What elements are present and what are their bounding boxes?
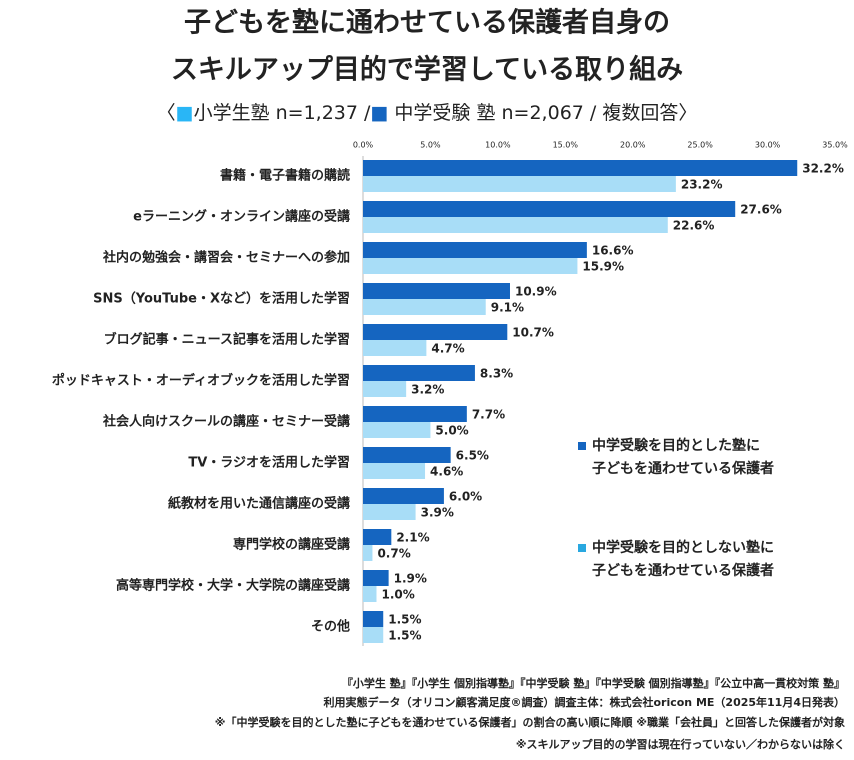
value-label: 6.0%	[449, 490, 482, 504]
x-tick-label: 20.0%	[620, 141, 646, 150]
bar	[363, 627, 384, 643]
value-label: 23.2%	[681, 178, 723, 192]
bar	[363, 422, 431, 438]
category-label: 書籍・電子書籍の購読	[220, 168, 350, 184]
subtitle-part: 中学受験 塾 n=2,067 / 複数回答〉	[388, 102, 697, 124]
bar	[363, 406, 467, 422]
bar	[363, 176, 676, 192]
subtitle: 〈■小学生塾 n=1,237 /■ 中学受験 塾 n=2,067 / 複数回答〉	[157, 102, 698, 124]
value-label: 6.5%	[456, 449, 489, 463]
bar	[363, 201, 736, 217]
subtitle-part: ■	[370, 102, 388, 124]
category-label: ブログ記事・ニュース記事を活用した学習	[104, 332, 350, 348]
value-label: 2.1%	[396, 531, 429, 545]
value-label: 4.6%	[430, 465, 463, 479]
category-label: TV・ラジオを活用した学習	[188, 455, 350, 471]
x-tick-label: 5.0%	[420, 141, 441, 150]
value-label: 15.9%	[582, 260, 624, 274]
value-label: 1.9%	[394, 572, 427, 586]
x-tick-label: 15.0%	[553, 141, 579, 150]
legend-label: 中学受験を目的としない塾に 子どもを通わせている保護者	[592, 540, 774, 579]
x-tick-label: 35.0%	[822, 141, 848, 150]
footnote: ※スキルアップ目的の学習は現在行っていない／わからないは除く	[516, 737, 845, 751]
value-label: 1.5%	[388, 613, 421, 627]
bar	[363, 299, 486, 315]
subtitle-part: 小学生塾 n=1,237 /	[194, 102, 371, 124]
chart-title: 子どもを塾に通わせている保護者自身の	[184, 7, 670, 39]
value-label: 5.0%	[435, 424, 468, 438]
bar	[363, 586, 377, 602]
x-tick-label: 30.0%	[755, 141, 781, 150]
bar	[363, 160, 798, 176]
category-label: 紙教材を用いた通信講座の受講	[168, 496, 350, 512]
category-label: 社内の勉強会・講習会・セミナーへの参加	[102, 250, 350, 266]
legend-swatch	[578, 544, 586, 552]
bar	[363, 242, 587, 258]
bar	[363, 529, 392, 545]
category-label: 高等専門学校・大学・大学院の講座受講	[116, 578, 350, 594]
bar	[363, 504, 416, 520]
bar	[363, 340, 427, 356]
bar	[363, 258, 578, 274]
legend-swatch	[578, 442, 586, 450]
category-label: 専門学校の講座受講	[233, 537, 350, 553]
value-label: 9.1%	[491, 301, 524, 315]
value-label: 4.7%	[431, 342, 464, 356]
value-label: 32.2%	[802, 162, 844, 176]
bar	[363, 611, 384, 627]
bar	[363, 488, 444, 504]
value-label: 16.6%	[592, 244, 634, 258]
value-label: 27.6%	[740, 203, 782, 217]
footnote: ※「中学受験を目的とした塾に子どもを通わせている保護者」の割合の高い順に降順 ※…	[215, 715, 845, 729]
category-label: SNS（YouTube・Xなど）を活用した学習	[93, 291, 350, 307]
subtitle-part: 〈	[157, 102, 176, 124]
footnote: 利用実態データ（オリコン顧客満足度®調査）調査主体：株式会社oricon ME（…	[323, 695, 845, 709]
bar	[363, 447, 451, 463]
value-label: 3.9%	[421, 506, 454, 520]
legend-label: 中学受験を目的とした塾に 子どもを通わせている保護者	[592, 438, 774, 477]
value-label: 3.2%	[411, 383, 444, 397]
category-label: 社会人向けスクールの講座・セミナー受講	[102, 414, 350, 430]
bar	[363, 365, 475, 381]
value-label: 0.7%	[377, 547, 410, 561]
value-label: 10.7%	[512, 326, 554, 340]
bar	[363, 324, 508, 340]
subtitle-part: ■	[176, 102, 194, 124]
bar	[363, 463, 426, 479]
footnote: 『小学生 塾』『小学生 個別指導塾』『中学受験 塾』『中学受験 個別指導塾』『公…	[342, 676, 845, 690]
value-label: 1.0%	[381, 588, 414, 602]
category-label: ポッドキャスト・オーディオブックを活用した学習	[52, 373, 350, 389]
category-label: eラーニング・オンライン講座の受講	[133, 209, 350, 225]
chart-title: スキルアップ目的で学習している取り組み	[171, 54, 683, 86]
value-label: 8.3%	[480, 367, 513, 381]
bar	[363, 283, 510, 299]
x-tick-label: 25.0%	[687, 141, 713, 150]
value-label: 7.7%	[472, 408, 505, 422]
value-label: 22.6%	[673, 219, 715, 233]
value-label: 1.5%	[388, 629, 421, 643]
bar	[363, 545, 373, 561]
value-label: 10.9%	[515, 285, 557, 299]
bar	[363, 217, 668, 233]
bar	[363, 381, 407, 397]
x-tick-label: 0.0%	[353, 141, 374, 150]
x-tick-label: 10.0%	[485, 141, 511, 150]
bar	[363, 570, 389, 586]
category-label: その他	[311, 619, 350, 635]
